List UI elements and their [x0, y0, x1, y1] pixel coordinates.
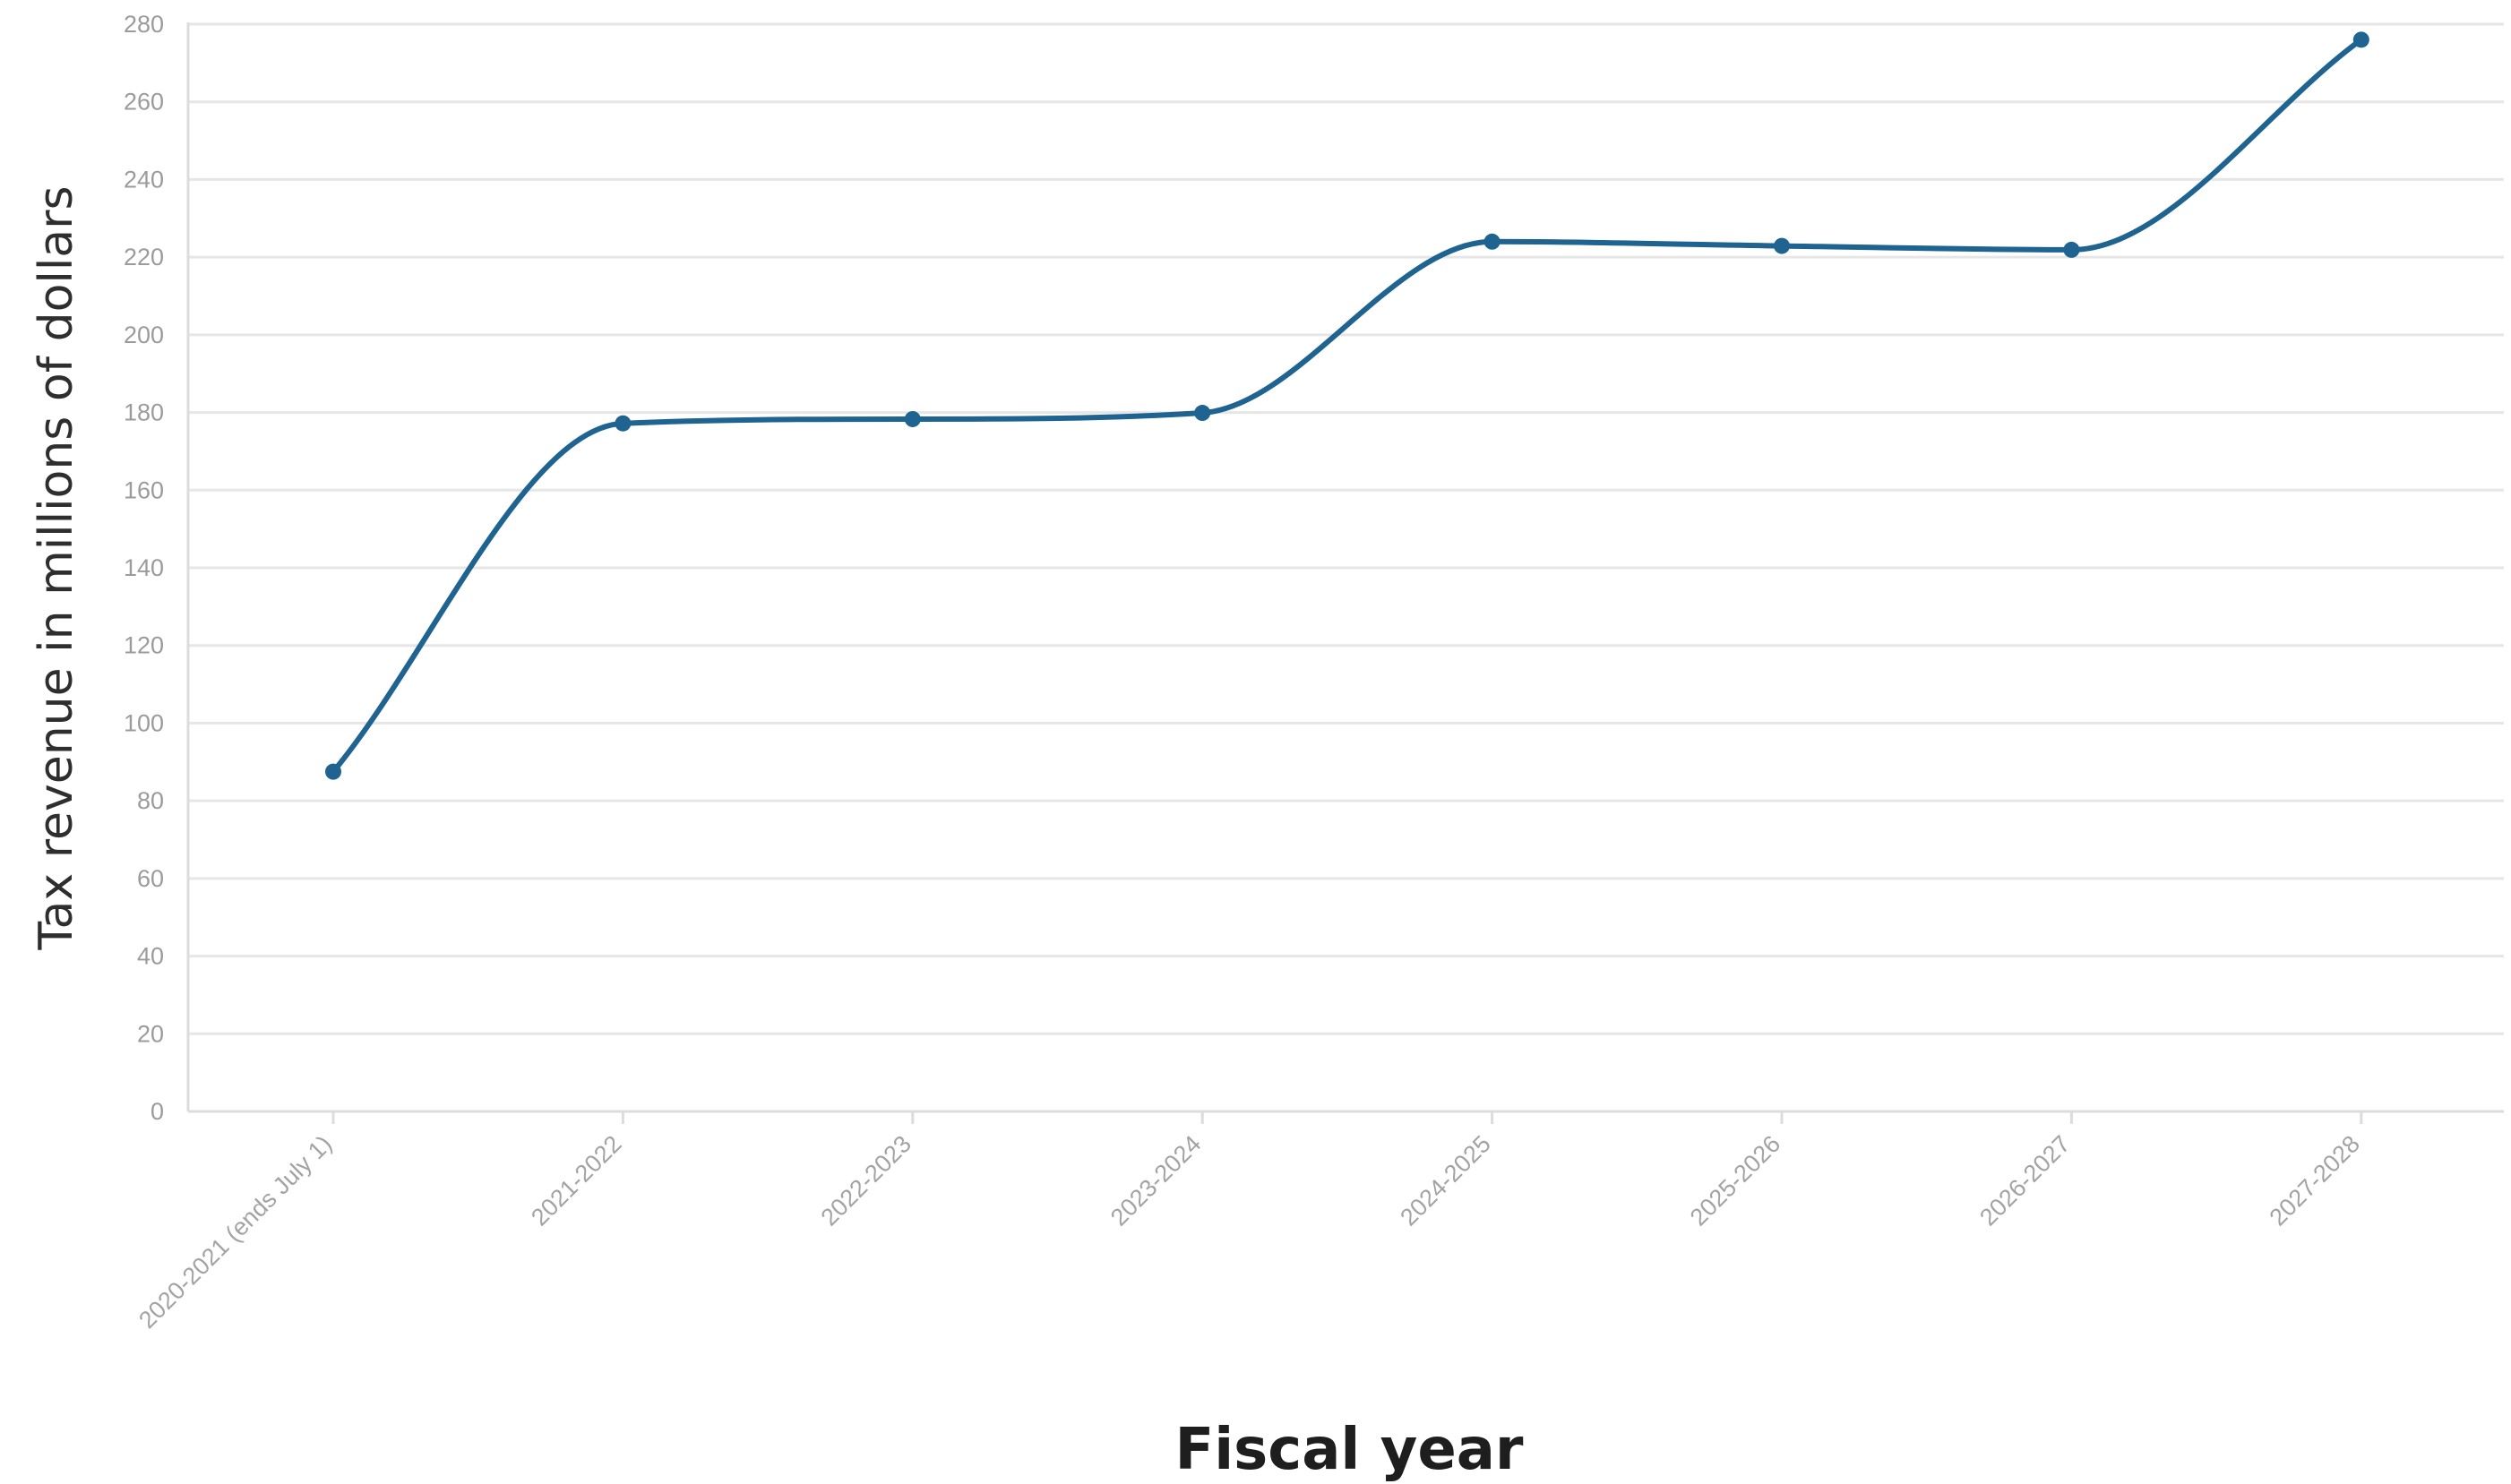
data-point[interactable]	[325, 763, 341, 780]
x-axis-title: Fiscal year	[1175, 1417, 1524, 1483]
y-tick-label: 180	[124, 399, 164, 426]
y-tick-label: 200	[124, 322, 164, 348]
x-tick-label: 2027-2028	[2265, 1130, 2366, 1231]
y-tick-label: 40	[137, 943, 164, 970]
data-series	[331, 37, 2364, 775]
y-tick-label: 260	[124, 89, 164, 116]
x-tick-label: 2022-2023	[816, 1130, 917, 1231]
x-tick-label: 2020-2021 (ends July 1)	[133, 1130, 337, 1334]
y-tick-label: 140	[124, 554, 164, 581]
gridlines	[188, 22, 2504, 1035]
y-tick-label: 220	[124, 244, 164, 270]
axes	[186, 22, 2504, 1124]
data-points	[325, 31, 2369, 780]
y-tick-label: 0	[150, 1098, 164, 1125]
y-tick-label: 80	[137, 787, 164, 814]
x-tick-label: 2023-2024	[1105, 1130, 1207, 1231]
x-axis-tick-labels: 2020-2021 (ends July 1) 2021-2022 2022-202…	[133, 1130, 2365, 1334]
data-point[interactable]	[1483, 233, 1501, 250]
y-axis-title: Tax revenue in millions of dollars	[30, 185, 83, 950]
data-point[interactable]	[2063, 241, 2080, 258]
y-tick-label: 280	[124, 11, 164, 38]
data-point[interactable]	[904, 410, 921, 427]
y-tick-label: 100	[124, 709, 164, 736]
series-line	[331, 37, 2364, 775]
data-point[interactable]	[1774, 237, 1790, 254]
x-tick-label: 2021-2022	[526, 1130, 627, 1231]
y-axis-tick-labels: 0 20 40 60 80 100 120 140 160 180 200 220 240 260 280	[124, 11, 164, 1125]
y-tick-label: 120	[124, 632, 164, 659]
data-point[interactable]	[615, 415, 632, 432]
data-point[interactable]	[2352, 31, 2369, 48]
x-tick-label: 2025-2026	[1685, 1130, 1786, 1231]
data-point[interactable]	[1194, 405, 1211, 422]
y-tick-label: 160	[124, 476, 164, 503]
x-tick-label: 2026-2027	[1974, 1130, 2076, 1231]
y-tick-label: 20	[137, 1020, 164, 1047]
x-tick-label: 2024-2025	[1395, 1130, 1496, 1231]
y-tick-label: 60	[137, 865, 164, 892]
y-tick-label: 240	[124, 166, 164, 193]
